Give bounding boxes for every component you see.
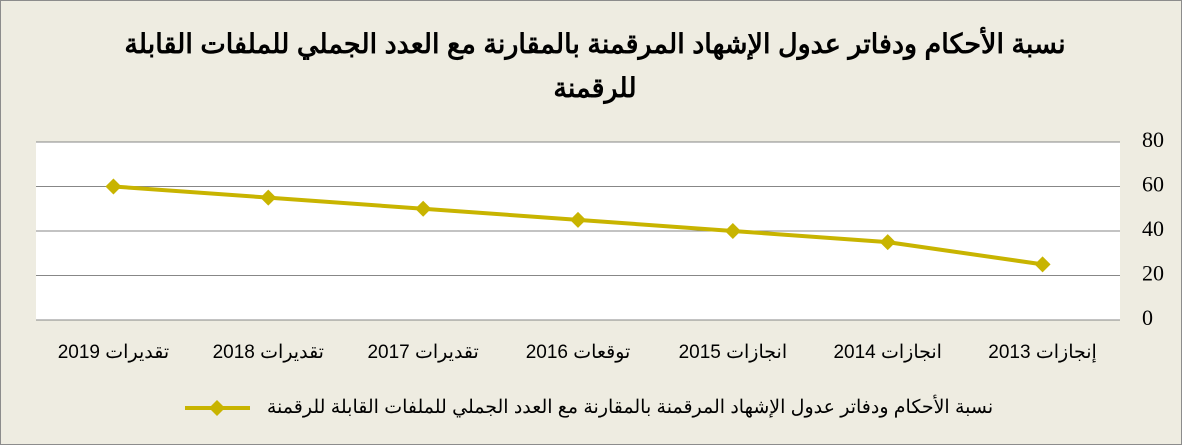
legend-label: نسبة الأحكام ودفاتر عدول الإشهاد المرقمن… [267,394,993,418]
point-marker [1034,256,1051,273]
legend-marker [209,400,225,416]
y-tick-label: 80 [1142,127,1164,152]
point-marker [724,223,741,239]
x-tick-label: انجازات 2014 [833,342,942,363]
chart-title: نسبة الأحكام ودفاتر عدول الإشهاد المرقمن… [124,29,1066,103]
point-marker [879,234,896,251]
point-marker [260,189,277,206]
point-marker [105,178,122,195]
x-tick-label: تقديرات 2018 [213,342,324,363]
x-tick-label: توقعات 2016 [526,342,631,363]
point-marker [570,211,586,228]
x-tick-label: تقديرات 2019 [58,342,169,363]
y-tick-label: 40 [1142,216,1164,241]
x-tick-label: إنجازات 2013 [988,342,1097,363]
point-marker [415,200,432,217]
x-tick-label: تقديرات 2017 [367,342,478,363]
y-tick-label: 60 [1142,172,1164,197]
x-tick-label: انجازات 2015 [679,342,788,363]
y-tick-label: 20 [1142,261,1164,286]
y-tick-label: 0 [1142,305,1153,330]
